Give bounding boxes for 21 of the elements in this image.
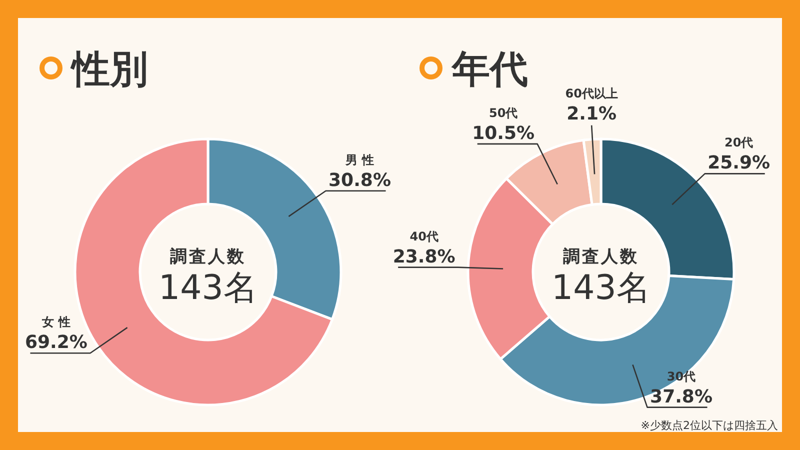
slice-label: 20代 [724,136,754,150]
slice-label: 50代 [488,106,518,120]
data-label: 30.8% [328,170,391,191]
slice-label: 60代以上 [565,86,618,100]
text: 調査人数 [563,247,639,267]
data-label: 69.2% [25,332,88,354]
data-label: 10.5% [472,122,535,144]
chart-title: 性別 [70,47,148,91]
data-label: 25.9% [708,152,770,174]
text: 調査人数 [170,247,246,267]
slice-label: 女 性 [41,315,70,330]
data-label: 23.8% [392,246,456,268]
slice-label: 男 性 [344,152,374,167]
data-label: 37.8% [650,386,712,408]
slice-label: 30代 [666,369,696,384]
text: ※少数点2位以下は四捨五入 [640,419,778,432]
chart-title: 年代 [451,47,528,91]
text: 143名 [158,268,258,308]
data-label: 2.1% [566,103,617,124]
text: 143名 [552,268,650,308]
slice-label: 40代 [410,229,438,244]
